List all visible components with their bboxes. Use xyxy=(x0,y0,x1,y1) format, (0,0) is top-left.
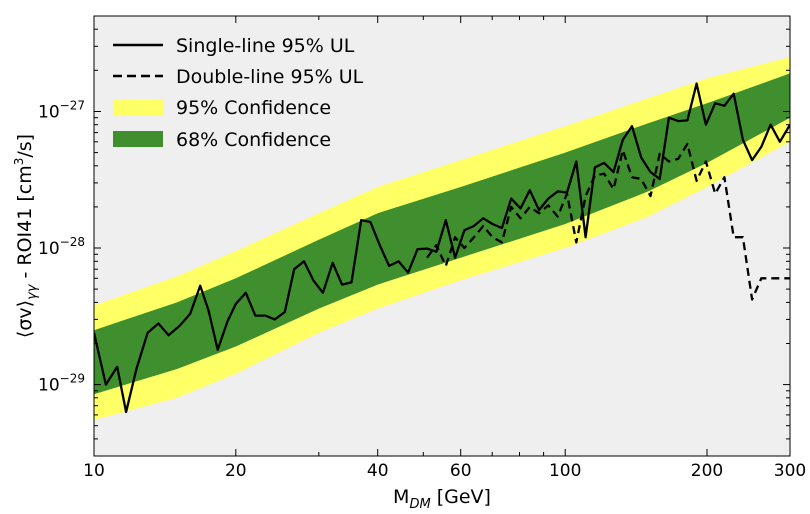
legend-label-95-confidence: 95% Confidence xyxy=(176,97,331,119)
legend-label-68-confidence: 68% Confidence xyxy=(176,129,331,151)
x-axis-label-unit: [GeV] xyxy=(431,486,491,508)
x-axis-label: MDM [GeV] xyxy=(393,486,491,512)
x-tick-label: 200 xyxy=(691,461,723,481)
legend: Single-line 95% UL Double-line 95% UL 95… xyxy=(113,35,364,151)
x-axis-label-subscript: DM xyxy=(409,497,430,512)
y-axis-label: ⟨σv⟩γγ - ROI41 [cm3/s] xyxy=(12,134,40,338)
x-tick-label: 20 xyxy=(225,461,247,481)
single-line-ul-series xyxy=(94,82,790,414)
y-axis-label-subscript: γγ xyxy=(25,283,40,300)
x-tick-labels: 10 20 40 60 100 200 300 xyxy=(83,461,806,481)
x-tick-label: 60 xyxy=(450,461,472,481)
double-line-ul-series xyxy=(426,142,790,301)
y-tick-labels: 10−29 10−28 10−27 xyxy=(38,99,85,396)
x-tick-label: 40 xyxy=(367,461,389,481)
y-tick-label: 10−28 xyxy=(38,235,85,259)
x-tick-label: 100 xyxy=(549,461,581,481)
legend-swatch-95-confidence xyxy=(113,99,163,115)
limit-lines xyxy=(94,82,790,414)
y-tick-label: 10−27 xyxy=(38,99,85,123)
x-tick-label: 10 xyxy=(83,461,105,481)
y-axis-label-superscript: 3 xyxy=(12,158,26,166)
legend-label-double-line: Double-line 95% UL xyxy=(176,66,364,88)
plot-frame xyxy=(93,15,791,457)
legend-swatch-68-confidence xyxy=(113,131,163,147)
y-tick-label: 10−29 xyxy=(38,372,85,396)
axis-ticks xyxy=(93,15,791,457)
legend-label-single-line: Single-line 95% UL xyxy=(176,35,355,57)
x-tick-label: 300 xyxy=(774,461,806,481)
